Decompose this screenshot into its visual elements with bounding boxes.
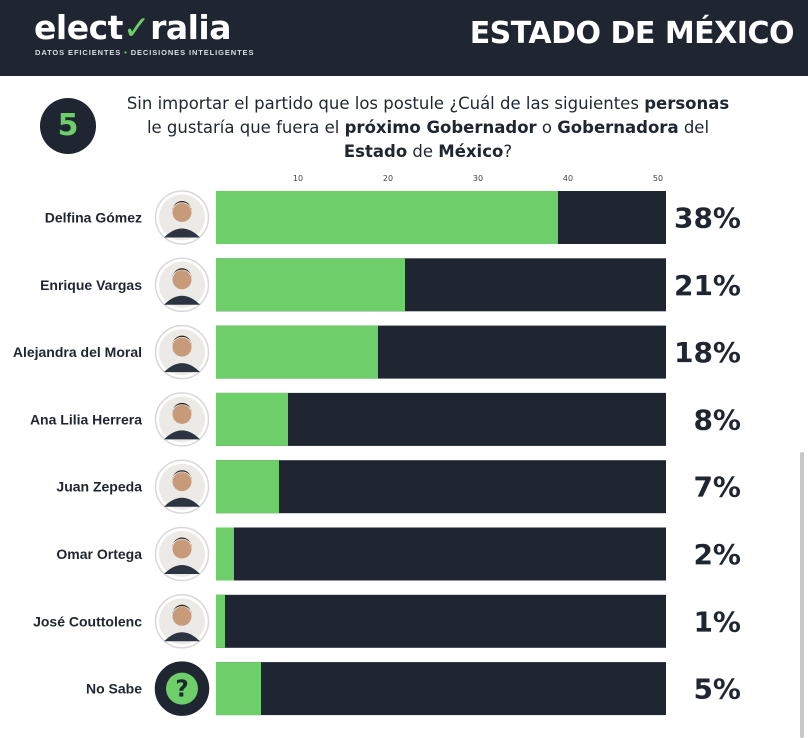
x-tick-label: 30 xyxy=(473,174,483,183)
value-label: 1% xyxy=(693,605,741,638)
avatar-hair xyxy=(172,335,192,346)
avatar-body xyxy=(164,632,200,642)
question-segment: Sin importar el partido que los postule … xyxy=(126,94,645,113)
bar-track xyxy=(216,392,666,446)
bar xyxy=(216,460,279,514)
question-circle xyxy=(166,672,198,705)
value-label: 21% xyxy=(674,269,741,302)
category-label: Alejandra del Moral xyxy=(13,344,142,360)
x-tick-label: 10 xyxy=(293,174,303,183)
question-mark-icon: ? xyxy=(154,661,210,716)
question-segment: le gustaría que fuera el xyxy=(146,118,345,137)
avatar-body xyxy=(164,430,200,440)
avatar-hair xyxy=(172,470,192,480)
avatar-hair xyxy=(172,402,192,413)
category-label: Omar Ortega xyxy=(56,546,142,562)
question-segment: Estado xyxy=(343,142,408,161)
region-title: ESTADO DE MÉXICO xyxy=(469,16,795,51)
checkmark-icon: ✓ xyxy=(122,8,151,47)
question-segment: Gobernadora xyxy=(557,118,679,137)
value-label: 5% xyxy=(693,673,741,706)
question-segment: del xyxy=(678,118,710,137)
avatar-body xyxy=(164,497,200,507)
avatar-head xyxy=(172,337,192,357)
question-segment: o xyxy=(536,118,558,137)
bar xyxy=(216,191,558,244)
avatar-head xyxy=(172,203,192,222)
candidate-avatar xyxy=(154,594,210,649)
scrollbar[interactable] xyxy=(800,452,804,738)
question-segment: México xyxy=(438,142,504,161)
bar-track xyxy=(216,662,666,716)
value-label: 8% xyxy=(693,403,741,436)
avatar-hair xyxy=(172,201,192,211)
avatar-body xyxy=(164,363,200,373)
x-tick-label: 20 xyxy=(383,174,393,183)
category-label: Ana Lilia Herrera xyxy=(30,411,142,427)
avatar-hair xyxy=(172,604,192,615)
bar-track xyxy=(216,594,666,648)
category-label: José Couttolenc xyxy=(33,613,142,629)
candidate-avatar xyxy=(154,324,210,380)
bar xyxy=(216,527,234,581)
avatar-head xyxy=(172,404,192,424)
category-label: Delfina Gómez xyxy=(45,210,142,226)
question-glyph: ? xyxy=(175,677,188,703)
category-label: Juan Zepeda xyxy=(56,479,142,495)
candidate-avatar xyxy=(154,190,210,245)
avatar-head xyxy=(172,539,192,559)
candidate-avatar xyxy=(154,526,210,582)
candidate-avatar xyxy=(154,459,210,514)
question-segment: de xyxy=(407,142,439,161)
avatar-body xyxy=(164,295,200,305)
category-label: Enrique Vargas xyxy=(40,277,142,293)
avatar-head xyxy=(172,606,192,626)
value-label: 18% xyxy=(674,336,741,369)
avatar-body xyxy=(164,228,200,238)
header-bar: elect✓ralia DATOS EFICIENTES • DECISIONE… xyxy=(0,0,808,76)
question-text: Sin importar el partido que los postule … xyxy=(118,92,738,164)
category-label: No Sabe xyxy=(86,681,142,697)
avatar-hair xyxy=(172,268,192,278)
bar-track xyxy=(216,460,666,514)
value-label: 38% xyxy=(674,202,741,235)
bar xyxy=(216,662,261,716)
value-label: 2% xyxy=(693,538,741,571)
candidate-avatar xyxy=(154,392,210,447)
avatar-head xyxy=(172,270,192,290)
bar xyxy=(216,392,288,446)
bar xyxy=(216,325,378,379)
x-tick-label: 40 xyxy=(563,174,573,183)
avatar-hair xyxy=(172,537,192,547)
candidate-avatar xyxy=(154,257,210,313)
question-segment: personas xyxy=(644,94,730,113)
brand-tagline: DATOS EFICIENTES • DECISIONES INTELIGENT… xyxy=(35,48,255,57)
value-label: 7% xyxy=(693,471,741,504)
bar xyxy=(216,594,225,648)
question-number-badge: 5 xyxy=(40,98,96,154)
bar-track xyxy=(216,527,666,581)
question-segment: próximo Gobernador xyxy=(344,118,537,137)
question-segment: ? xyxy=(503,142,513,161)
avatar-head xyxy=(172,472,192,492)
bar xyxy=(216,258,405,312)
avatar-body xyxy=(164,565,200,574)
x-tick-label: 50 xyxy=(653,174,663,183)
brand-logo: elect✓ralia xyxy=(34,8,232,47)
